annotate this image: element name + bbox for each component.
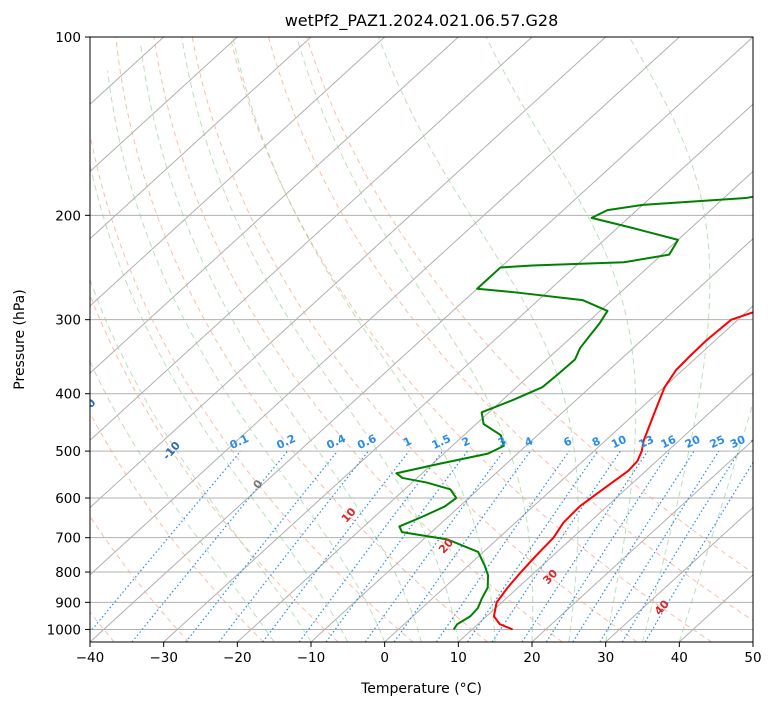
sounding-series <box>395 195 753 631</box>
dry-adiabat-line <box>90 412 264 642</box>
x-tick-label: 50 <box>744 650 761 666</box>
isotherm-line <box>605 506 753 642</box>
isotherm-line <box>90 37 459 374</box>
moist-adiabat-line <box>181 37 459 642</box>
x-tick-label: 20 <box>523 650 540 666</box>
x-tick-label: −40 <box>76 650 105 666</box>
mixing-ratio-line <box>545 450 671 642</box>
isotherm-line <box>90 37 533 442</box>
x-tick-label: 30 <box>597 650 614 666</box>
guide-line-labels: 0.10.20.40.611.52346810131620253036-100-… <box>76 396 769 618</box>
y-tick-label: 100 <box>55 30 81 46</box>
dry-adiabat-line <box>90 293 339 642</box>
moist-adiabat-line <box>678 401 753 642</box>
mixing-ratio-line <box>393 450 531 642</box>
dry-adiabat-line <box>153 37 563 642</box>
chart-title: wetPf2_PAZ1.2024.021.06.57.G28 <box>285 11 559 31</box>
y-tick-label: 1000 <box>47 622 81 638</box>
mixing-ratio-line <box>90 450 242 634</box>
y-tick-label: 400 <box>55 387 81 403</box>
x-axis-label: Temperature (°C) <box>360 681 482 697</box>
dry-adiabat-label: -20 <box>76 396 99 420</box>
x-tick-label: −10 <box>297 650 326 666</box>
dry-adiabat-line <box>90 131 414 642</box>
mixing-ratio-line <box>644 461 753 642</box>
y-axis-label: Pressure (hPa) <box>12 289 28 389</box>
y-tick-label: 700 <box>55 531 81 547</box>
mixing-ratio-label: 30 <box>728 433 748 451</box>
isotherm-line <box>90 37 238 173</box>
mixing-ratio-line <box>599 450 720 642</box>
dry-adiabat-line <box>229 37 712 642</box>
mixing-ratio-line <box>131 450 289 642</box>
mixing-ratio-line <box>218 450 369 642</box>
isotherm-line <box>236 170 753 642</box>
mixing-ratio-label: 25 <box>708 433 727 451</box>
mixing-ratio-line <box>364 450 505 642</box>
isotherm-line <box>457 372 753 642</box>
dry-adiabat-line <box>191 37 638 642</box>
mixing-ratio-line <box>185 450 339 642</box>
dry-adiabat-line <box>90 515 190 642</box>
moist-adiabat-line <box>232 37 496 642</box>
mixing-ratio-line <box>262 450 410 642</box>
dry-adiabats <box>90 37 753 642</box>
dry-adiabat-line <box>306 37 753 574</box>
x-tick-label: 40 <box>671 650 688 666</box>
isotherm-line <box>90 37 312 240</box>
moist-adiabats <box>90 37 753 642</box>
y-tick-label: 500 <box>55 444 81 460</box>
y-tick-label: 300 <box>55 313 81 329</box>
y-tick-label: 600 <box>55 491 81 507</box>
isotherm-line <box>531 439 753 642</box>
x-tick-label: −30 <box>149 650 178 666</box>
isotherm-line <box>163 103 753 642</box>
dewpoint-line <box>395 195 753 631</box>
plot-area: 0.10.20.40.611.52346810131620253036-100-… <box>76 37 769 642</box>
mixing-ratio-label: 10 <box>609 433 629 451</box>
plot-frame <box>89 36 754 643</box>
mixing-ratio-line <box>621 450 740 642</box>
x-tick-label: −20 <box>223 650 252 666</box>
dry-adiabat-line <box>115 37 488 642</box>
moist-adiabat-line <box>139 42 422 642</box>
y-tick-label: 800 <box>55 565 81 581</box>
mixing-ratio-label: 16 <box>659 433 679 451</box>
isotherm-line <box>90 37 386 307</box>
mixing-ratio-label: 36 <box>749 433 769 451</box>
x-tick-label: 0 <box>380 650 389 666</box>
moist-adiabat-line <box>90 162 349 642</box>
isotherm-line <box>310 237 753 642</box>
moist-adiabat-line <box>107 70 386 642</box>
mixing-ratio-lines <box>90 450 753 642</box>
moist-adiabat-line <box>628 37 711 642</box>
mixing-ratio-line <box>467 450 599 642</box>
isotherm-gridlines <box>90 37 753 642</box>
isotherm-line <box>90 37 607 509</box>
isotherm-line <box>384 305 753 642</box>
moist-adiabat-line <box>296 37 534 642</box>
y-tick-label: 900 <box>55 595 81 611</box>
moist-adiabat-line <box>378 37 579 642</box>
temperature-line <box>492 311 753 631</box>
mixing-ratio-line <box>572 450 695 642</box>
axis-ticks: −40 −30 −20 −10 0 10 20 30 40 50 1000 900 800 700 600 5… <box>47 30 762 666</box>
moist-adiabat-line <box>90 278 312 642</box>
moist-adiabat-line <box>485 37 637 642</box>
y-tick-label: 200 <box>55 208 81 224</box>
x-tick-label: 10 <box>450 650 467 666</box>
mixing-ratio-label: 20 <box>683 433 703 451</box>
mixing-ratio-label: 13 <box>637 433 656 451</box>
dry-adiabat-line <box>268 37 753 622</box>
isotherm-line <box>90 37 680 576</box>
